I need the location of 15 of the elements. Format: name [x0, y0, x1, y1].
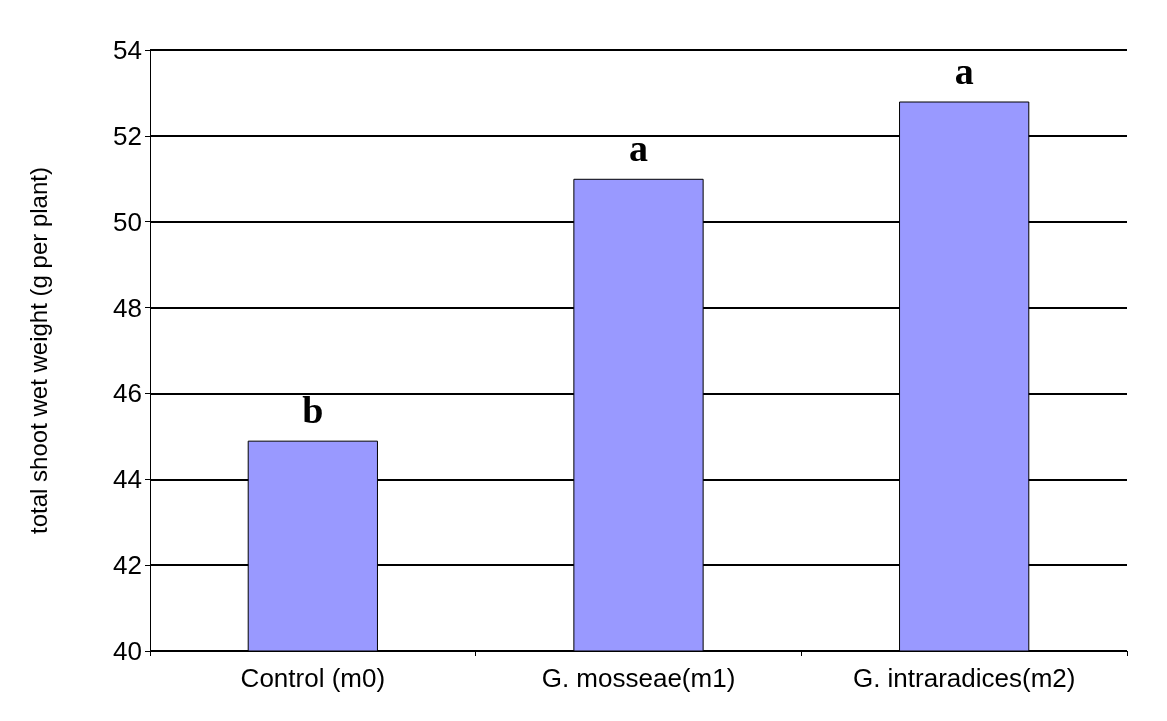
- y-tick-label: 46: [113, 378, 142, 409]
- x-tick-label: G. mosseae(m1): [541, 663, 736, 693]
- y-tick-label: 42: [113, 550, 142, 581]
- y-tick-label: 54: [113, 35, 142, 65]
- x-tick-label: G. intraradices(m2): [852, 663, 1076, 693]
- y-axis-title: total shoot wet weight (g per plant): [24, 167, 52, 534]
- y-tick-label: 40: [113, 636, 142, 666]
- annotation: a: [954, 49, 974, 92]
- y-tick-label: 48: [113, 292, 142, 323]
- y-tick-label: 52: [113, 120, 142, 151]
- y-tick-label: 44: [113, 464, 142, 495]
- y-tick-label: 50: [113, 206, 142, 237]
- annotation: a: [629, 126, 648, 169]
- x-tick-label: Control (m0): [240, 663, 386, 693]
- annotation: b: [302, 388, 324, 431]
